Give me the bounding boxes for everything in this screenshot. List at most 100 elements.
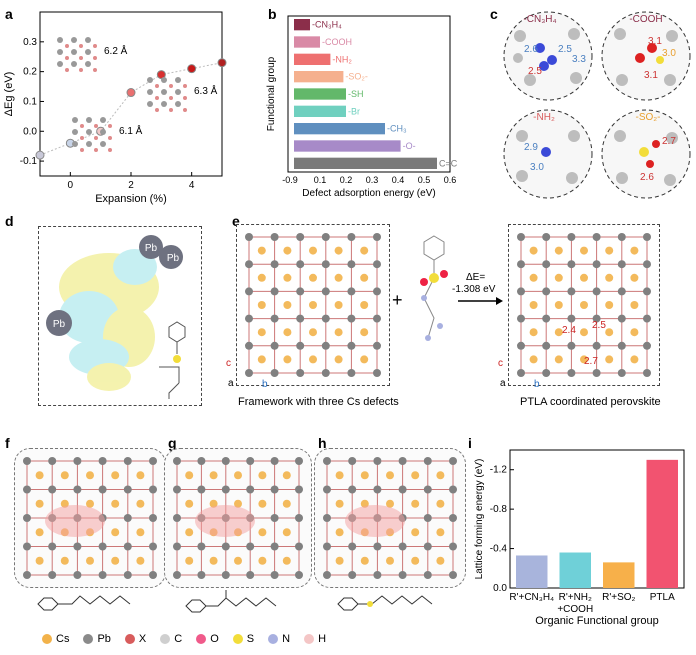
a-ytick: 0.2: [23, 67, 37, 78]
b-xtick: 0.6: [444, 175, 457, 185]
panel-label-h: h: [318, 435, 327, 451]
i-xlabel: Organic Functional group: [535, 615, 659, 627]
g-molecule: [185, 590, 277, 613]
i-bar: [646, 459, 678, 588]
panel-c-structures: -CN₃H₄ 2.6 2.5 2.5 3.3 -COOH 3.1 3.0 3.1…: [503, 11, 691, 199]
legend-label: Cs: [56, 633, 70, 645]
c-cooh-d2: 3.1: [644, 70, 658, 81]
d-pb-2: Pb: [53, 319, 66, 330]
c-title-2: -NH₂: [533, 112, 555, 123]
legend-label: N: [282, 633, 291, 645]
a-xtick: 2: [128, 180, 134, 191]
i-ytick: -0.8: [490, 504, 508, 515]
legend-item-n: N: [268, 633, 290, 645]
legend-item-h: H: [304, 633, 326, 645]
a-point: [187, 64, 197, 74]
c-cooh-d0: 3.1: [648, 36, 662, 47]
b-xtick: 0.1: [314, 175, 327, 185]
legend-label: Pb: [97, 633, 111, 645]
e-axis-c-left: c: [226, 358, 231, 369]
a-ylabel: ΔEg (eV): [3, 72, 15, 117]
e-plus: +: [392, 290, 403, 310]
legend-swatch: [268, 634, 279, 644]
c-nh-d1: 3.0: [530, 162, 544, 173]
e-axis-a-right: a: [500, 378, 506, 389]
panel-d-density: Pb Pb Pb: [38, 226, 202, 406]
e-left-caption: Framework with three Cs defects: [238, 396, 399, 408]
c-so-d0: 2.7: [662, 136, 676, 147]
c-cn-d0: 2.6: [524, 44, 538, 55]
panel-i-chart: 0.0 -0.4 -0.8 -1.2 R'+CN₃H₄ R'+NH₂ R'+SO₂ PTLA +…: [474, 449, 685, 627]
c-so-d1: 2.6: [640, 172, 654, 183]
b-bar-label: -O-: [403, 141, 416, 151]
i-bar: [603, 562, 635, 588]
legend-item-x: X: [124, 633, 146, 645]
panel-label-g: g: [168, 435, 177, 451]
i-bar: [559, 552, 591, 588]
e-framework-right: [508, 224, 660, 386]
d-pb-0: Pb: [145, 243, 158, 254]
d-pb-1: Pb: [167, 253, 180, 264]
i-ytick: -1.2: [490, 465, 508, 476]
b-xtick: -0.9: [282, 175, 298, 185]
e-arrow: [458, 297, 503, 305]
legend-item-cs: Cs: [42, 633, 69, 645]
e-axis-b-right: b: [534, 379, 540, 390]
h-molecule: [337, 595, 433, 611]
legend-swatch: [42, 634, 52, 644]
b-bar: [294, 53, 331, 65]
circle-cooh: -COOH 3.1 3.0 3.1: [601, 11, 691, 101]
b-bar-label: -CN₃H₄: [312, 20, 342, 30]
b-bar: [294, 105, 346, 117]
a-ytick: 0.3: [23, 37, 37, 48]
legend-swatch: [124, 634, 135, 644]
b-xtick: 0.2: [340, 175, 353, 185]
b-bar-label: -SH: [348, 89, 364, 99]
a-ytick: 0.1: [23, 96, 37, 107]
c-title-1: -COOH: [629, 14, 662, 25]
i-xtick: R'+NH₂: [559, 592, 592, 603]
b-bar: [294, 36, 320, 48]
legend-item-s: S: [232, 633, 254, 645]
a-point: [156, 70, 166, 80]
e-axis-a-left: a: [228, 378, 234, 389]
a-xtick: 0: [68, 180, 74, 191]
f-molecule: [37, 595, 131, 611]
b-bar-label: -CH₃: [387, 124, 407, 134]
c-title-0: -CN₃H₄: [523, 14, 556, 25]
c-cn-d3: 3.3: [572, 54, 586, 65]
b-bar-label: C=C: [439, 158, 458, 168]
b-bar-label: -SO₂-: [345, 72, 368, 82]
b-bar: [294, 123, 385, 135]
i-ytick: -0.4: [490, 544, 508, 555]
legend-item-pb: Pb: [83, 633, 111, 645]
circle-cn3h4: -CN₃H₄ 2.6 2.5 2.5 3.3: [503, 11, 593, 101]
a-point: [35, 150, 45, 160]
e-delta-e: ΔE=: [466, 272, 486, 283]
a-annotation: 6.2 Å: [104, 44, 128, 57]
legend-label: C: [174, 633, 183, 645]
a-point: [126, 88, 136, 98]
legend-item-o: O: [196, 633, 219, 645]
a-xtick: 4: [189, 180, 195, 191]
b-bar-label: -COOH: [322, 37, 352, 47]
c-cooh-d1: 3.0: [662, 48, 676, 59]
panel-b-chart: -CN₃H₄ -COOH -NH₂ -SO₂- -SH -Br -CH₃ -O- C=C -0.9…: [266, 15, 458, 199]
b-xlabel: Defect adsorption energy (eV): [302, 188, 435, 199]
panel-label-i: i: [468, 435, 472, 451]
b-bar: [294, 19, 310, 31]
legend-item-c: C: [160, 633, 182, 645]
e-dist-2: 2.7: [584, 356, 598, 367]
b-bar: [294, 88, 346, 100]
panel-a-chart: 0 2 4 -0.1 0.0 0.1 0.2 0.3 Expansion (%) ΔEg (eV)…: [3, 11, 227, 205]
legend-swatch: [304, 634, 315, 644]
a-annotation: 6.3 Å: [194, 84, 218, 97]
i-xtick-sub: +COOH: [557, 604, 593, 615]
a-point: [217, 58, 227, 68]
legend-swatch: [83, 634, 94, 644]
i-ylabel: Lattice forming energy (eV): [474, 459, 485, 580]
panel-g-structure: [164, 448, 312, 588]
legend-swatch: [160, 634, 171, 644]
i-frame: [509, 449, 685, 589]
b-bar: [294, 140, 401, 152]
